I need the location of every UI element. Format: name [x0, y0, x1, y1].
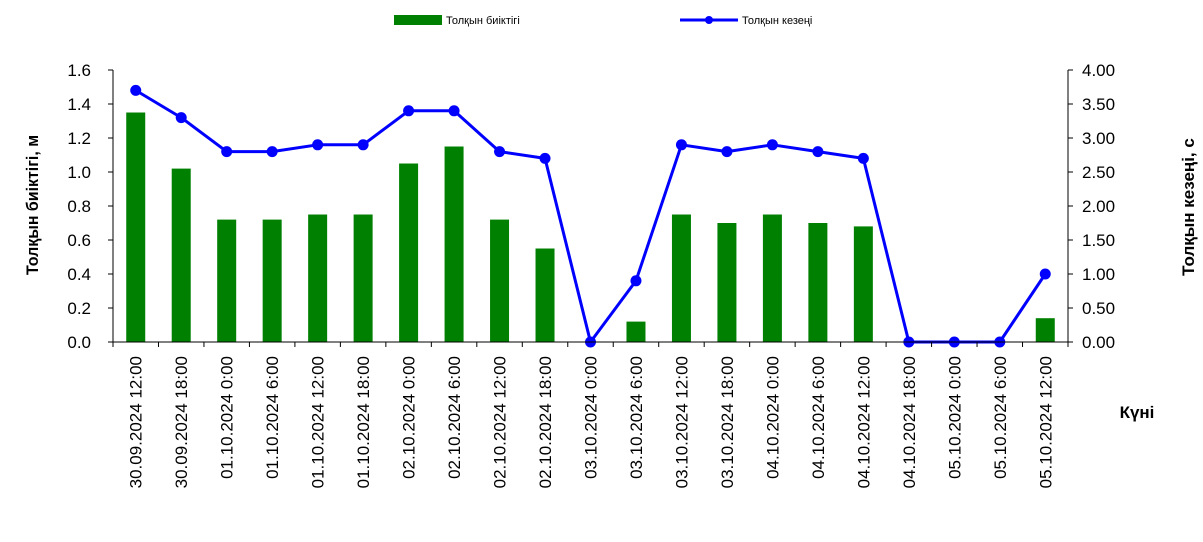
y-left-axis-title: Толқын биіктігі, м [23, 135, 42, 275]
point-period-3 [266, 146, 278, 158]
y-left-tick-label-2: 0.4 [67, 265, 91, 284]
x-category-label-8: 02.10.2024 12:00 [491, 356, 510, 488]
x-category-label-6: 02.10.2024 0:00 [400, 356, 419, 479]
bar-height-4 [308, 214, 328, 342]
bar-height-0 [126, 112, 146, 342]
y-left-tick-label-6: 1.2 [67, 129, 91, 148]
axes-layer [112, 70, 1069, 343]
x-category-label-20: 05.10.2024 12:00 [1036, 356, 1055, 488]
y-right-tick-label-1: 0.50 [1082, 299, 1115, 318]
bar-height-11 [626, 321, 646, 342]
point-period-4 [312, 139, 324, 151]
y-left-tick-label-0: 0.0 [67, 333, 91, 352]
x-category-label-17: 04.10.2024 18:00 [900, 356, 919, 488]
x-category-label-15: 04.10.2024 6:00 [809, 356, 828, 479]
ticks-layer: 0.0 0.2 0.4 0.6 0.8 1.0 1.2 1.4 1.6 0.00 0.50 1.00 1… [67, 61, 1115, 488]
point-period-0 [130, 84, 142, 96]
y-right-tick-label-8: 4.00 [1082, 61, 1115, 80]
x-category-label-5: 01.10.2024 18:00 [354, 356, 373, 488]
legend-label-period: Толқын кезеңі [742, 15, 812, 27]
x-category-label-7: 02.10.2024 6:00 [445, 356, 464, 479]
x-category-label-3: 01.10.2024 6:00 [263, 356, 282, 479]
bar-height-2 [217, 219, 237, 342]
point-period-16 [857, 152, 869, 164]
y-left-tick-label-4: 0.8 [67, 197, 91, 216]
legend-swatch-period-marker [705, 16, 713, 24]
y-right-tick-label-4: 2.00 [1082, 197, 1115, 216]
y-right-axis-title: Толқын кезеңі, с [1179, 138, 1198, 276]
x-category-label-9: 02.10.2024 18:00 [536, 356, 555, 488]
y-left-tick-label-5: 1.0 [67, 163, 91, 182]
point-period-20 [1039, 268, 1051, 280]
point-period-2 [221, 146, 233, 158]
y-right-tick-label-3: 1.50 [1082, 231, 1115, 250]
bar-height-16 [853, 226, 873, 342]
y-right-tick-label-0: 0.00 [1082, 333, 1115, 352]
point-period-13 [721, 146, 733, 158]
x-category-label-2: 01.10.2024 0:00 [218, 356, 237, 479]
y-left-tick-label-1: 0.2 [67, 299, 91, 318]
x-category-label-11: 03.10.2024 6:00 [627, 356, 646, 479]
x-axis-title: Күні [1120, 403, 1155, 422]
x-category-label-18: 05.10.2024 0:00 [945, 356, 964, 479]
bar-height-1 [171, 168, 191, 342]
x-category-label-14: 04.10.2024 0:00 [763, 356, 782, 479]
point-period-5 [357, 139, 369, 151]
x-category-label-4: 01.10.2024 12:00 [309, 356, 328, 488]
y-right-tick-label-2: 1.00 [1082, 265, 1115, 284]
y-right-tick-label-5: 2.50 [1082, 163, 1115, 182]
bar-height-15 [808, 223, 828, 342]
x-category-label-13: 03.10.2024 18:00 [718, 356, 737, 488]
point-period-12 [675, 139, 687, 151]
x-category-label-10: 03.10.2024 0:00 [582, 356, 601, 479]
y-left-tick-label-3: 0.6 [67, 231, 91, 250]
bar-height-7 [444, 146, 464, 342]
y-right-tick-label-6: 3.00 [1082, 129, 1115, 148]
point-period-15 [812, 146, 824, 158]
legend-swatch-height [394, 15, 442, 25]
bar-height-5 [353, 214, 373, 342]
x-category-label-16: 04.10.2024 12:00 [854, 356, 873, 488]
bar-height-20 [1035, 318, 1055, 342]
bar-height-13 [717, 223, 737, 342]
x-category-label-1: 30.09.2024 18:00 [172, 356, 191, 488]
point-period-11 [630, 275, 642, 287]
y-left-tick-label-7: 1.4 [67, 95, 91, 114]
point-period-7 [448, 105, 460, 117]
legend-label-height: Толқын биіктігі [446, 15, 520, 27]
y-left-tick-label-8: 1.6 [67, 61, 91, 80]
bar-height-3 [262, 219, 282, 342]
point-period-9 [539, 152, 551, 164]
bar-height-9 [535, 248, 555, 342]
x-category-label-12: 03.10.2024 12:00 [672, 356, 691, 488]
bar-height-6 [399, 163, 419, 342]
point-period-6 [403, 105, 415, 117]
bar-height-12 [671, 214, 691, 342]
x-category-label-0: 30.09.2024 12:00 [127, 356, 146, 488]
y-right-tick-label-7: 3.50 [1082, 95, 1115, 114]
point-period-8 [494, 146, 506, 158]
x-category-label-19: 05.10.2024 6:00 [991, 356, 1010, 479]
point-period-1 [175, 112, 187, 124]
bar-height-14 [762, 214, 782, 342]
point-period-14 [766, 139, 778, 151]
bars-layer [126, 112, 1055, 342]
legend: Толқын биіктігі Толқын кезеңі [394, 15, 812, 27]
bar-height-8 [490, 219, 510, 342]
